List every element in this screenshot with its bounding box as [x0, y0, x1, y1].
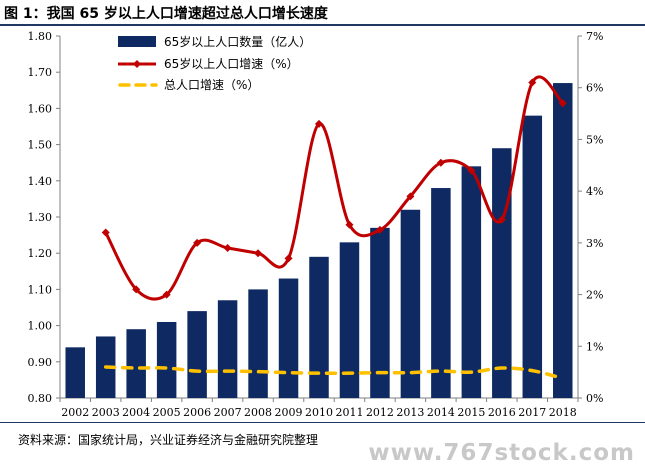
- x-tick-label: 2015: [457, 406, 485, 419]
- x-tick-label: 2017: [518, 406, 546, 419]
- legend-label-line: 65岁以上人口增速（%）: [164, 56, 299, 71]
- x-tick-label: 2009: [275, 406, 303, 419]
- x-tick-label: 2012: [366, 406, 394, 419]
- total-population-growth-line: [103, 365, 565, 381]
- marker-2017: [528, 78, 537, 87]
- bar-2018: [553, 83, 573, 398]
- marker-2005: [162, 290, 171, 299]
- marker-2012: [375, 225, 384, 234]
- bar-2002: [65, 347, 85, 398]
- right-tick-label: 4%: [586, 185, 603, 198]
- marker-2004: [132, 285, 141, 294]
- x-tick-label: 2016: [488, 406, 516, 419]
- axes: 0.80 0.90 1.00 1.10 1.20 1.30 1.40 1.50 1.60 1.70…: [28, 30, 604, 419]
- marker-2003: [101, 228, 110, 237]
- bar-2008: [248, 289, 268, 398]
- marker-2010: [315, 119, 323, 128]
- right-tick-label: 5%: [586, 133, 603, 146]
- marker-2006: [193, 238, 202, 247]
- marker-2018: [558, 99, 567, 108]
- left-tick-label: 1.30: [28, 211, 53, 224]
- marker-2011: [345, 220, 354, 229]
- marker-2015: [467, 166, 476, 175]
- source-note: 资料来源：国家统计局，兴业证券经济与金融研究院整理: [18, 433, 319, 447]
- x-tick-label: 2002: [61, 406, 89, 419]
- x-tick-label: 2010: [305, 406, 333, 419]
- marker-2007: [223, 244, 232, 253]
- x-tick-label: 2007: [214, 406, 242, 419]
- left-tick-label: 0.90: [28, 356, 53, 369]
- right-tick-label: 0%: [586, 392, 603, 405]
- right-tick-label: 2%: [586, 289, 603, 302]
- legend-swatch-marker: [133, 60, 141, 68]
- legend-swatch-bar: [118, 36, 156, 47]
- combo-chart: 0.80 0.90 1.00 1.10 1.20 1.30 1.40 1.50 1.60 1.70…: [28, 30, 604, 419]
- left-tick-label: 1.10: [28, 283, 53, 296]
- watermark: www.767stock.com: [368, 440, 635, 466]
- x-tick-label: 2013: [396, 406, 424, 419]
- source-divider: [0, 422, 645, 423]
- marker-2009: [284, 254, 293, 263]
- bar-2017: [522, 115, 543, 398]
- bar-2004: [126, 329, 146, 398]
- bar-2014: [431, 188, 451, 398]
- elderly-growth-line: [104, 75, 564, 301]
- bar-2013: [400, 209, 421, 398]
- left-tick-label: 1.40: [28, 175, 53, 188]
- left-tick-label: 0.80: [28, 392, 53, 405]
- x-tick-label: 2006: [183, 406, 211, 419]
- right-tick-label: 6%: [586, 82, 603, 95]
- x-tick-label: 2003: [92, 406, 120, 419]
- bar-2005: [156, 321, 177, 398]
- marker-2013: [406, 192, 415, 201]
- left-tick-label: 1.80: [28, 30, 53, 43]
- bar-2006: [187, 311, 207, 398]
- bar-2009: [278, 278, 299, 398]
- left-tick-label: 1.70: [28, 66, 53, 79]
- legend: 65岁以上人口数量（亿人） 65岁以上人口增速（%） 总人口增速（%）: [118, 34, 311, 92]
- right-tick-label: 7%: [586, 30, 603, 43]
- chart-title: 图 1：我国 65 岁以上人口增速超过总人口增长速度: [4, 6, 328, 22]
- left-tick-label: 1.60: [28, 102, 53, 115]
- bar-2012: [370, 227, 390, 398]
- left-tick-label: 1.20: [28, 247, 53, 260]
- bar-2016: [492, 148, 512, 398]
- legend-label-dash: 总人口增速（%）: [164, 78, 259, 92]
- right-tick-label: 1%: [586, 340, 603, 353]
- x-tick-label: 2011: [335, 406, 363, 419]
- bar-2011: [339, 242, 360, 398]
- legend-label-bar: 65岁以上人口数量（亿人）: [164, 34, 311, 49]
- bar-2007: [217, 300, 238, 398]
- x-tick-label: 2018: [549, 406, 577, 419]
- x-tick-label: 2008: [244, 406, 272, 419]
- x-tick-label: 2005: [153, 406, 181, 419]
- x-tick-label: 2004: [122, 406, 150, 419]
- bar-2015: [461, 166, 482, 398]
- x-tick-label: 2014: [427, 406, 455, 419]
- bar-2010: [309, 256, 329, 398]
- marker-2008: [254, 249, 263, 258]
- right-tick-label: 3%: [586, 237, 603, 250]
- line-series: [101, 75, 567, 381]
- left-tick-label: 1.00: [28, 320, 53, 333]
- title-divider: [0, 24, 645, 26]
- bar-series: [65, 83, 573, 398]
- marker-2014: [436, 158, 445, 167]
- marker-2016: [497, 215, 506, 224]
- left-tick-label: 1.50: [28, 139, 53, 152]
